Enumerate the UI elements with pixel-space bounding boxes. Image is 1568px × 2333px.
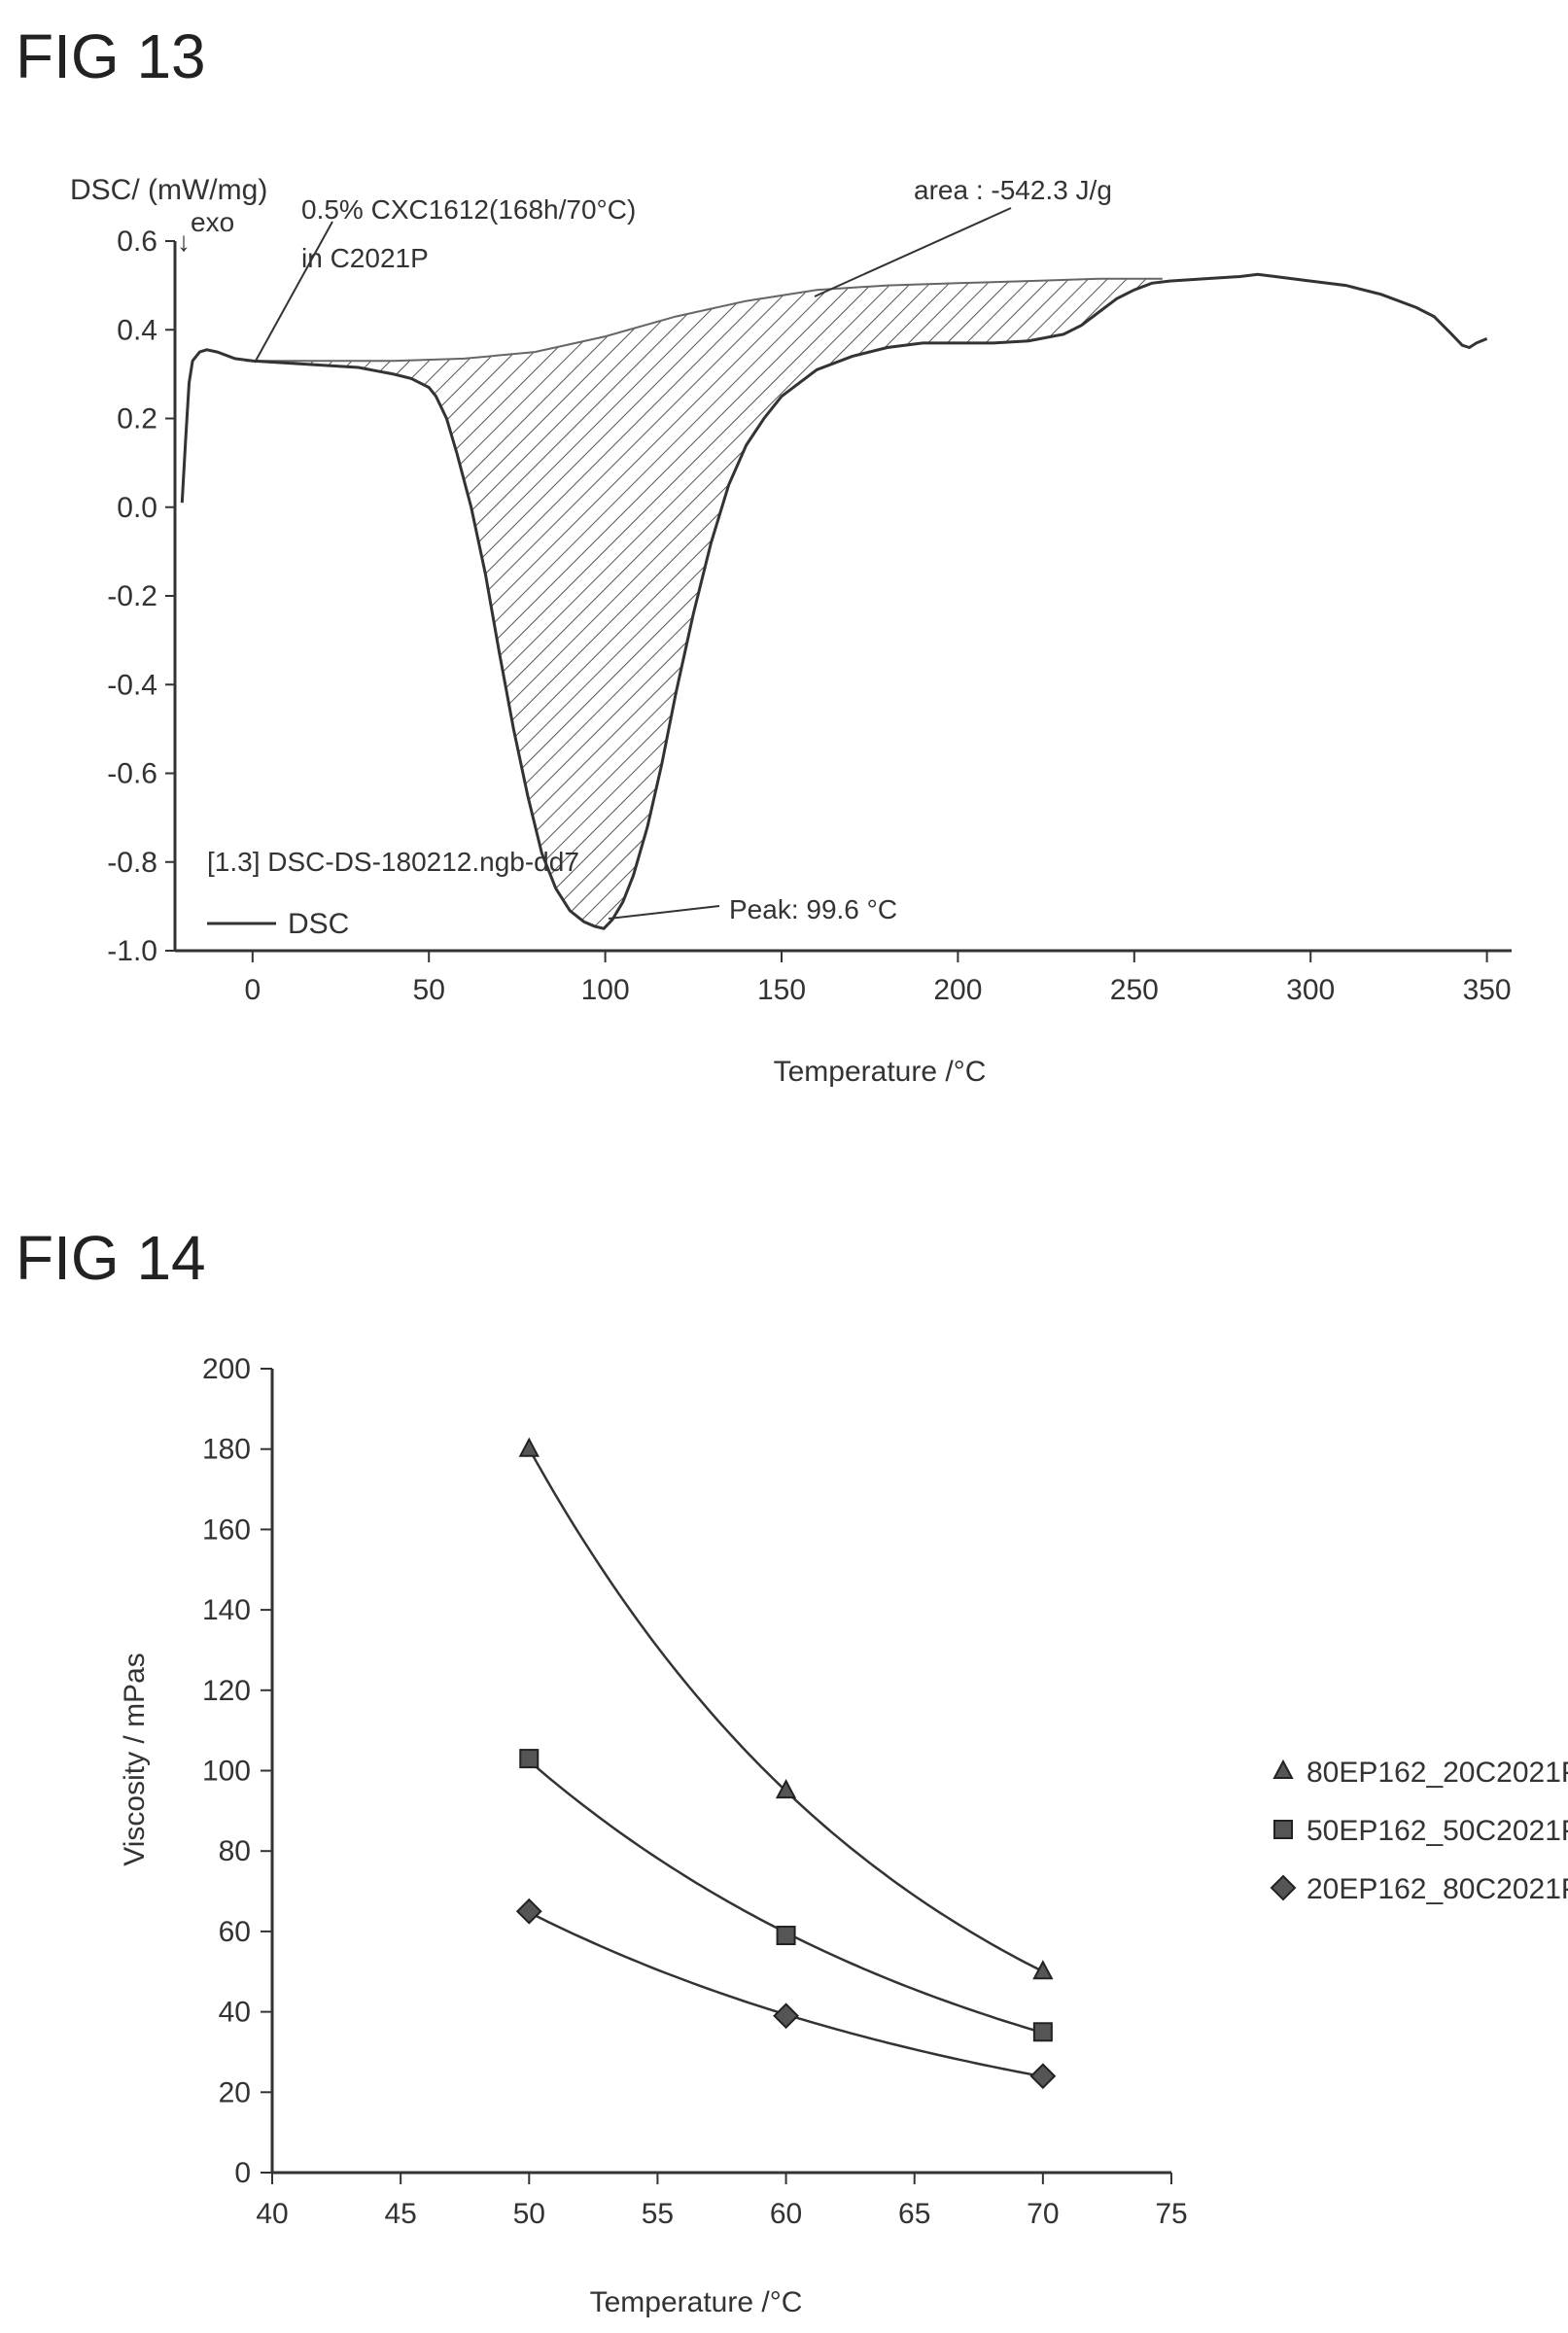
fig13-peak-leader-line [608, 905, 720, 920]
fig14-point-square [1032, 2022, 1053, 2042]
fig14-y-tick-label: 200 [202, 1353, 251, 1385]
fig13-y-ticks: 0.6 0.4 0.2 0.0 -0.2 -0.4 -0.6 -0.8 -1.0 [107, 226, 175, 967]
fig13-x-tick-label: 150 [757, 974, 806, 1006]
fig14-y-tick-label: 0 [234, 2157, 251, 2189]
fig13-x-tick-label: 200 [933, 974, 982, 1006]
fig13-legend-label: DSC [288, 908, 349, 940]
fig14-point-square [519, 1749, 540, 1769]
fig14-x-tick-label: 50 [513, 2198, 545, 2230]
fig14-legend-label: 50EP162_50C2021P [1307, 1815, 1568, 1847]
fig14-x-tick-label: 65 [898, 2198, 930, 2230]
fig14-point-diamond [515, 1898, 542, 1925]
fig14-y-tick-label: 80 [219, 1835, 251, 1867]
fig14-data-points [515, 1437, 1057, 2090]
fig13-x-tick-label: 0 [244, 974, 261, 1006]
fig13-y-tick-label: 0.0 [117, 492, 157, 524]
fig13-sample-label-line1: 0.5% CXC1612(168h/70°C) [301, 194, 636, 225]
fig13-exo-label: exo [191, 207, 234, 237]
fig14-legend-label: 20EP162_80C2021P [1307, 1873, 1568, 1905]
fig13-y-tick-label: 0.6 [117, 226, 157, 258]
fig13-integrated-area [245, 278, 1163, 929]
fig13-dsc-chart: FIG 13 DSC/ (mW/mg) exo ↓ 0 50 100 150 200 25… [16, 21, 1512, 1088]
fig13-y-tick-label: -0.2 [107, 580, 157, 612]
fig14-trendlines [528, 1447, 1044, 2078]
fig14-x-tick-label: 45 [384, 2198, 416, 2230]
fig13-y-tick-label: -0.8 [107, 847, 157, 879]
fig14-y-ticks: 0 20 40 60 80 100 120 140 160 180 200 [202, 1353, 272, 2189]
fig14-viscosity-chart: FIG 14 40 45 50 55 60 65 70 75 0 20 40 60 80 100 120 1… [16, 1223, 1568, 2318]
fig14-point-diamond [773, 2002, 799, 2030]
fig13-sample-leader-line [254, 221, 333, 364]
fig13-y-tick-label: 0.2 [117, 403, 157, 435]
fig14-legend-label: 80EP162_20C2021P [1307, 1757, 1568, 1789]
fig14-point-triangle [775, 1779, 797, 1799]
fig14-label: FIG 14 [16, 1223, 206, 1293]
fig14-point-triangle [518, 1437, 540, 1457]
fig14-x-axis-label: Temperature /°C [590, 2286, 803, 2318]
fig13-x-tick-label: 300 [1286, 974, 1335, 1006]
fig14-y-tick-label: 120 [202, 1675, 251, 1707]
fig14-legend-marker-diamond [1270, 1874, 1297, 1901]
fig14-point-square [776, 1926, 796, 1946]
fig14-legend-marker-square [1273, 1820, 1293, 1839]
fig13-y-tick-label: -0.4 [107, 669, 157, 701]
fig14-y-tick-label: 40 [219, 1997, 251, 2029]
fig13-area-label: area : -542.3 J/g [914, 175, 1112, 205]
fig14-x-ticks: 40 45 50 55 60 65 70 75 [256, 2173, 1188, 2230]
fig14-trendline-square [528, 1759, 1044, 2035]
fig14-y-tick-label: 180 [202, 1434, 251, 1466]
fig13-label: FIG 13 [16, 21, 206, 91]
fig14-legend: 80EP162_20C2021P 50EP162_50C2021P 20EP162_… [1270, 1757, 1568, 1905]
fig13-file-label: [1.3] DSC-DS-180212.ngb-dd7 [207, 847, 579, 877]
fig14-point-triangle [1032, 1960, 1054, 1980]
fig13-y-axis-label: DSC/ (mW/mg) [70, 174, 267, 206]
fig13-y-tick-label: -1.0 [107, 935, 157, 967]
fig14-x-tick-label: 70 [1027, 2198, 1059, 2230]
fig13-y-tick-label: -0.6 [107, 758, 157, 790]
fig13-dsc-curve [180, 272, 1488, 930]
fig14-y-tick-label: 140 [202, 1594, 251, 1626]
fig13-area-leader-line [814, 207, 1012, 297]
fig14-y-tick-label: 100 [202, 1756, 251, 1788]
fig13-x-tick-label: 50 [413, 974, 445, 1006]
fig14-legend-marker-triangle [1272, 1758, 1294, 1779]
fig13-x-tick-label: 250 [1110, 974, 1159, 1006]
fig13-peak-label: Peak: 99.6 °C [729, 894, 897, 924]
fig14-y-tick-label: 20 [219, 2076, 251, 2108]
fig14-x-tick-label: 55 [642, 2198, 674, 2230]
fig13-sample-label-line2: in C2021P [301, 243, 429, 273]
fig14-point-diamond [1029, 2063, 1057, 2090]
fig14-trendline-triangle [528, 1447, 1044, 1973]
fig13-integration-baseline [245, 277, 1163, 363]
fig13-y-tick-label: 0.4 [117, 314, 157, 346]
fig14-y-tick-label: 60 [219, 1916, 251, 1948]
fig14-x-tick-label: 60 [770, 2198, 802, 2230]
fig13-x-tick-label: 350 [1463, 974, 1512, 1006]
fig13-exo-arrow-icon: ↓ [177, 226, 191, 257]
fig14-y-tick-label: 160 [202, 1514, 251, 1546]
fig14-x-tick-label: 75 [1155, 2198, 1187, 2230]
fig14-y-axis-label: Viscosity / mPas [119, 1653, 151, 1866]
fig14-x-tick-label: 40 [256, 2198, 288, 2230]
fig13-x-ticks: 0 50 100 150 200 250 300 350 [244, 951, 1512, 1006]
fig13-x-axis-label: Temperature /°C [774, 1056, 987, 1088]
fig13-x-tick-label: 100 [581, 974, 630, 1006]
